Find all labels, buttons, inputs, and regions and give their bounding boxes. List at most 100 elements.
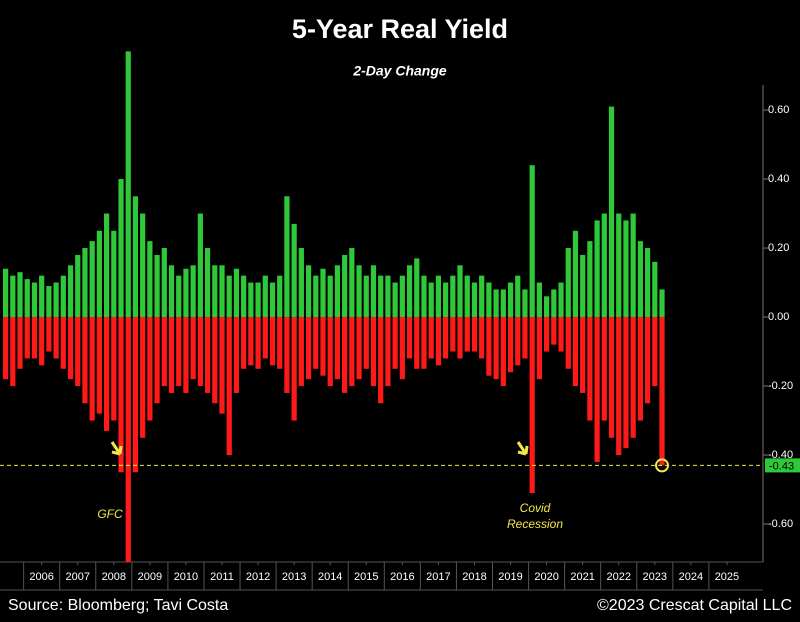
bar — [587, 241, 593, 318]
bar — [39, 275, 45, 318]
bar — [67, 265, 74, 318]
bar — [219, 317, 225, 414]
bar — [493, 317, 499, 380]
bar — [486, 317, 492, 376]
bar — [327, 317, 333, 387]
bar — [378, 275, 384, 318]
bar — [522, 289, 528, 318]
bar — [75, 254, 81, 318]
bar — [248, 282, 254, 318]
bar — [637, 317, 643, 421]
bar — [204, 248, 211, 318]
bar — [327, 275, 333, 318]
bar — [457, 265, 463, 318]
y-tick-label: 0.60 — [768, 104, 789, 116]
y-tick-label: -0.40 — [768, 449, 793, 461]
bar — [500, 317, 506, 387]
bar — [392, 282, 398, 318]
bar — [356, 317, 362, 380]
bar — [140, 213, 146, 318]
bar — [443, 317, 449, 359]
bar — [284, 196, 290, 318]
bar — [291, 317, 297, 421]
bar — [255, 317, 261, 369]
bar — [132, 317, 139, 473]
bar — [551, 317, 557, 345]
bar — [226, 275, 232, 318]
bar — [637, 241, 643, 318]
x-tick-label: 2025 — [715, 571, 739, 583]
x-tick-label: 2022 — [606, 571, 630, 583]
bar — [536, 317, 542, 380]
y-tick-label: 0.40 — [768, 173, 789, 185]
bar — [269, 317, 276, 366]
bar — [46, 317, 52, 352]
bar — [428, 282, 434, 318]
bar — [168, 265, 175, 318]
bar — [305, 265, 312, 318]
bar — [212, 265, 218, 318]
bar — [378, 317, 384, 404]
bar — [204, 317, 211, 393]
bar — [630, 213, 636, 318]
bar — [435, 275, 442, 318]
bar — [147, 317, 153, 421]
bar — [176, 275, 182, 318]
bar — [269, 282, 276, 318]
bar — [147, 241, 153, 318]
bar — [75, 317, 81, 387]
bar — [24, 279, 30, 318]
bar — [616, 213, 622, 318]
arrow — [110, 441, 123, 456]
bar — [587, 317, 593, 421]
x-tick-label: 2009 — [138, 571, 162, 583]
bar — [558, 282, 564, 318]
bar — [349, 317, 355, 387]
bar — [544, 317, 550, 352]
bar — [291, 223, 297, 318]
bar — [406, 265, 413, 318]
bar — [284, 317, 290, 393]
bar — [428, 317, 434, 359]
bar — [125, 51, 131, 318]
x-tick-label: 2018 — [462, 571, 486, 583]
bar — [89, 241, 95, 318]
bar — [103, 213, 110, 318]
bar — [17, 317, 23, 369]
bar — [601, 213, 607, 318]
bar — [565, 317, 571, 369]
bar — [31, 282, 38, 318]
bar — [421, 317, 427, 369]
bar — [334, 317, 341, 380]
bar — [219, 265, 225, 318]
bar — [39, 317, 45, 366]
bar — [572, 230, 579, 318]
bar — [17, 272, 23, 318]
bar — [558, 317, 564, 352]
bar — [356, 265, 362, 318]
bar — [479, 275, 485, 318]
bar — [298, 248, 304, 318]
bar — [370, 317, 377, 387]
reference-label-box — [765, 458, 800, 473]
bar — [161, 317, 167, 387]
bar — [565, 248, 571, 318]
bar — [551, 289, 557, 318]
bar — [305, 317, 312, 380]
bar — [529, 165, 535, 318]
bar — [168, 317, 175, 393]
bar — [479, 317, 485, 359]
y-tick-label: -0.20 — [768, 380, 793, 392]
bar — [111, 230, 117, 318]
bar — [594, 220, 600, 318]
y-tick-label: -0.60 — [768, 518, 793, 530]
annotation: Covid — [520, 501, 551, 515]
reference-marker — [655, 458, 670, 473]
bar — [118, 179, 124, 318]
bar — [82, 248, 88, 318]
bar — [183, 268, 189, 318]
bar — [450, 275, 456, 318]
bar — [320, 317, 326, 376]
bar — [334, 265, 341, 318]
